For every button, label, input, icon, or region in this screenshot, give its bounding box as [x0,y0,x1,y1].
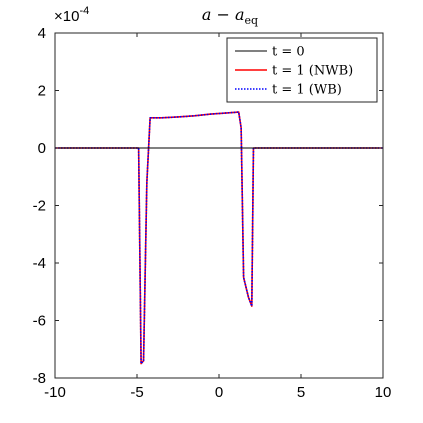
legend-label-0: t = 0 [272,45,305,60]
y-tick-label: -6 [33,313,46,330]
axes-layer: -10 -5 0 5 10 4 2 0 -2 -4 -6 -8 [33,25,392,401]
y-tick-label: 0 [38,140,46,157]
y-tick-label: 4 [38,25,46,42]
x-tick-label: -5 [130,384,143,401]
y-tick-label: -8 [33,370,46,387]
series-line-2 [55,111,383,365]
x-tick-label: 5 [297,384,305,401]
x-tick-label: 0 [215,384,223,401]
chart-title: a − aeq [202,5,258,27]
y-exponent-label: ×10-4 [54,5,89,25]
legend: t = 0 t = 1 (NWB) t = 1 (WB) [226,37,378,103]
y-tick-label: -2 [33,198,46,215]
legend-label-2: t = 1 (WB) [272,83,342,98]
y-tick-label: 2 [38,83,46,100]
legend-label-1: t = 1 (NWB) [272,64,353,79]
y-tick-label: -4 [33,255,46,272]
x-tick-label: -10 [44,384,66,401]
x-tick-label: 10 [375,384,392,401]
